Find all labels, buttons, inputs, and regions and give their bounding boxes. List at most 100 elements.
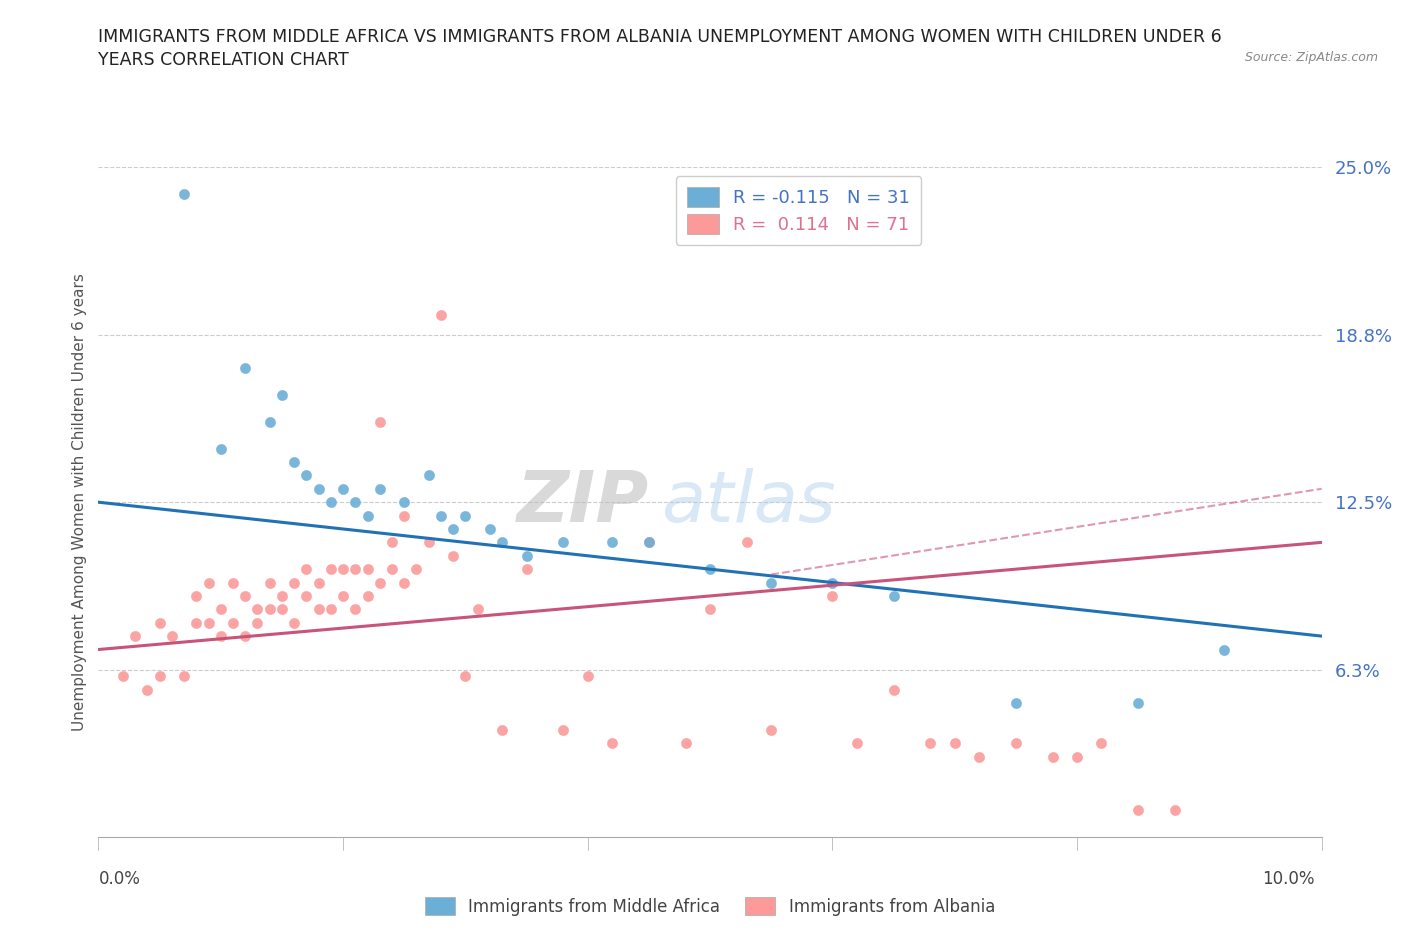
Point [516,549,538,564]
Point [883,589,905,604]
Point [186,589,208,604]
Point [381,562,404,577]
Legend: Immigrants from Middle Africa, Immigrants from Albania: Immigrants from Middle Africa, Immigrant… [419,890,1001,923]
Point [332,589,354,604]
Point [418,535,440,550]
Point [430,508,453,523]
Point [491,723,513,737]
Point [967,750,990,764]
Point [111,669,134,684]
Point [600,736,623,751]
Point [418,468,440,483]
Point [1004,736,1026,751]
Point [259,575,281,590]
Point [845,736,868,751]
Point [246,616,269,631]
Point [441,549,464,564]
Point [344,602,367,617]
Point [233,361,256,376]
Point [259,415,281,430]
Point [600,535,623,550]
Point [943,736,966,751]
Point [1004,696,1026,711]
Point [356,562,378,577]
Point [186,616,208,631]
Text: atlas: atlas [661,468,835,537]
Text: 10.0%: 10.0% [1263,870,1315,888]
Point [124,629,146,644]
Point [270,589,292,604]
Point [637,535,661,550]
Point [295,468,318,483]
Point [149,669,172,684]
Point [160,629,183,644]
Point [735,535,758,550]
Point [283,575,305,590]
Point [270,602,292,617]
Point [283,616,305,631]
Point [491,535,513,550]
Point [308,482,330,497]
Text: YEARS CORRELATION CHART: YEARS CORRELATION CHART [98,51,349,69]
Point [332,562,354,577]
Point [233,629,256,644]
Point [173,669,195,684]
Point [368,415,391,430]
Point [478,522,501,537]
Point [759,723,782,737]
Text: Source: ZipAtlas.com: Source: ZipAtlas.com [1244,51,1378,64]
Point [454,669,477,684]
Point [699,562,721,577]
Point [553,723,575,737]
Point [209,602,232,617]
Y-axis label: Unemployment Among Women with Children Under 6 years: Unemployment Among Women with Children U… [72,273,87,731]
Point [821,589,844,604]
Text: IMMIGRANTS FROM MIDDLE AFRICA VS IMMIGRANTS FROM ALBANIA UNEMPLOYMENT AMONG WOME: IMMIGRANTS FROM MIDDLE AFRICA VS IMMIGRA… [98,28,1222,46]
Point [344,562,367,577]
Point [883,683,905,698]
Point [319,562,342,577]
Point [1090,736,1112,751]
Point [699,602,721,617]
Point [270,388,292,403]
Point [173,187,195,202]
Point [1212,642,1234,657]
Point [356,589,378,604]
Point [319,602,342,617]
Point [821,575,844,590]
Point [233,589,256,604]
Point [356,508,378,523]
Point [405,562,427,577]
Point [1066,750,1088,764]
Point [675,736,697,751]
Point [467,602,489,617]
Point [759,575,782,590]
Point [381,535,404,550]
Point [197,616,219,631]
Point [1128,803,1150,817]
Point [392,508,416,523]
Point [332,482,354,497]
Point [197,575,219,590]
Point [283,455,305,470]
Point [209,629,232,644]
Point [259,602,281,617]
Point [1042,750,1064,764]
Point [368,575,391,590]
Point [516,562,538,577]
Point [553,535,575,550]
Point [209,441,232,456]
Point [222,575,245,590]
Point [392,575,416,590]
Point [454,508,477,523]
Point [246,602,269,617]
Point [368,482,391,497]
Point [344,495,367,510]
Text: 0.0%: 0.0% [98,870,141,888]
Point [308,602,330,617]
Text: ZIP: ZIP [516,468,648,537]
Point [319,495,342,510]
Point [576,669,599,684]
Point [392,495,416,510]
Point [136,683,159,698]
